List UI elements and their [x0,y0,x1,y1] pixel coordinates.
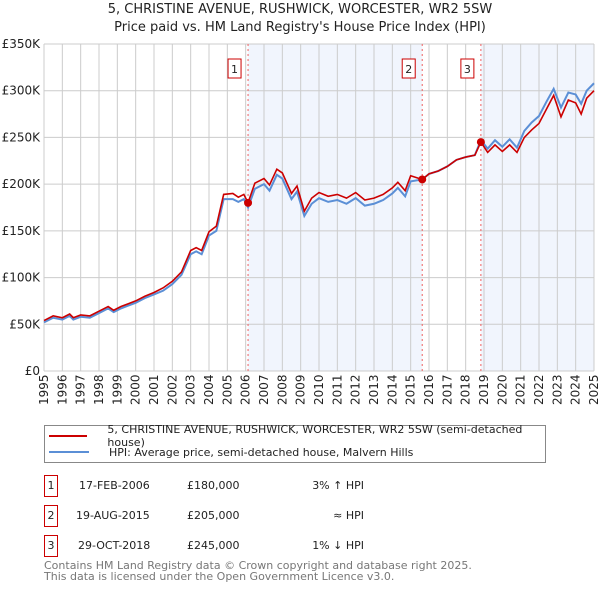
attribution-line: This data is licensed under the Open Gov… [44,570,395,583]
y-tick-label: £200K [2,177,42,191]
x-tick-label: 2021 [514,374,528,405]
y-tick-label: £250K [2,130,42,144]
attribution-line: Contains HM Land Registry data © Crown c… [44,559,472,572]
sale-label-box [227,58,242,79]
sale-hpi: 1% ↓ HPI [312,539,364,552]
sale-hpi: 3% ↑ HPI [312,479,364,492]
sale-label-box [401,58,416,79]
sale-row: 1 17-FEB-2006 £180,000 3% ↑ HPI [44,475,444,497]
y-tick-label: £0 [25,364,40,378]
x-tick-label: 2006 [239,374,253,405]
x-tick-label: 2010 [312,374,326,405]
x-tick-label: 1998 [92,374,106,405]
x-tick-label: 2008 [275,374,289,405]
shaded-period [248,44,423,371]
sale-price: £205,000 [187,509,240,522]
legend-swatch-blue [49,451,89,453]
x-tick-label: 2023 [550,374,564,405]
x-tick-label: 2019 [477,374,491,405]
series-line-property [43,90,595,322]
x-tick-label: 1996 [55,374,69,405]
attribution: Contains HM Land Registry data © Crown c… [44,560,472,582]
sale-date: 29-OCT-2018 [78,539,151,552]
sale-marker: 3 [44,535,58,557]
chart-title: 5, CHRISTINE AVENUE, RUSHWICK, WORCESTER… [107,2,493,17]
sale-point [244,198,253,207]
legend-label: 5, CHRISTINE AVENUE, RUSHWICK, WORCESTER… [107,423,523,449]
x-tick-label: 1997 [74,374,88,405]
x-tick-label: 2014 [385,374,399,405]
y-tick-label: £50K [9,317,41,331]
sale-label: 3 [464,63,471,76]
sale-marker: 1 [44,475,58,497]
sale-date: 17-FEB-2006 [79,479,150,492]
y-tick-label: £150K [2,224,42,238]
x-tick-label: 2003 [184,374,198,405]
x-tick-label: 2001 [147,374,161,405]
legend: 5, CHRISTINE AVENUE, RUSHWICK, WORCESTER… [44,423,546,463]
x-tick-label: 2000 [129,374,143,405]
x-tick-label: 2017 [440,374,454,405]
x-tick-label: 2002 [165,374,179,405]
sale-price: £245,000 [187,539,240,552]
x-tick-label: 2011 [330,374,344,405]
y-tick-label: £350K [2,37,42,51]
legend-item-hpi: HPI: Average price, semi-detached house,… [49,445,413,459]
x-tick-label: 2020 [495,374,509,405]
x-tick-label: 2004 [202,374,216,405]
sale-hpi: ≈ HPI [333,509,364,522]
x-tick-label: 2024 [569,374,583,405]
x-tick-label: 2016 [422,374,436,405]
x-tick-label: 2015 [404,374,418,405]
x-tick-label: 2009 [294,374,308,405]
sale-marker: 2 [44,505,58,527]
x-tick-label: 1999 [110,374,124,405]
sale-row: 3 29-OCT-2018 £245,000 1% ↓ HPI [44,535,444,557]
sale-date: 19-AUG-2015 [76,509,150,522]
y-tick-label: £100K [2,271,42,285]
sale-price: £180,000 [187,479,240,492]
sale-point [418,175,427,184]
x-tick-label: 2005 [220,374,234,405]
x-tick-label: 2025 [587,374,600,405]
sale-row: 2 19-AUG-2015 £205,000 ≈ HPI [44,505,444,527]
sale-label: 1 [231,63,238,76]
series-line-hpi [43,82,595,324]
x-tick-label: 2022 [532,374,546,405]
legend-label: HPI: Average price, semi-detached house,… [109,445,414,459]
legend-item-property: 5, CHRISTINE AVENUE, RUSHWICK, WORCESTER… [49,423,545,449]
legend-swatch-red [49,435,88,437]
price-chart: £0 £50K £100K £150K £200K £250K £300K £350K 1995… [2,37,600,405]
sale-label-box [460,58,475,79]
x-tick-label: 2013 [367,374,381,405]
x-tick-label: 2012 [349,374,363,405]
x-tick-label: 2007 [257,374,271,405]
sale-point [476,138,485,147]
x-tick-label: 1995 [37,374,51,405]
chart-subtitle: Price paid vs. HM Land Registry's House … [114,20,486,35]
x-tick-label: 2018 [459,374,473,405]
y-tick-label: £300K [2,84,42,98]
sale-label: 2 [405,63,412,76]
shaded-period [480,44,594,371]
